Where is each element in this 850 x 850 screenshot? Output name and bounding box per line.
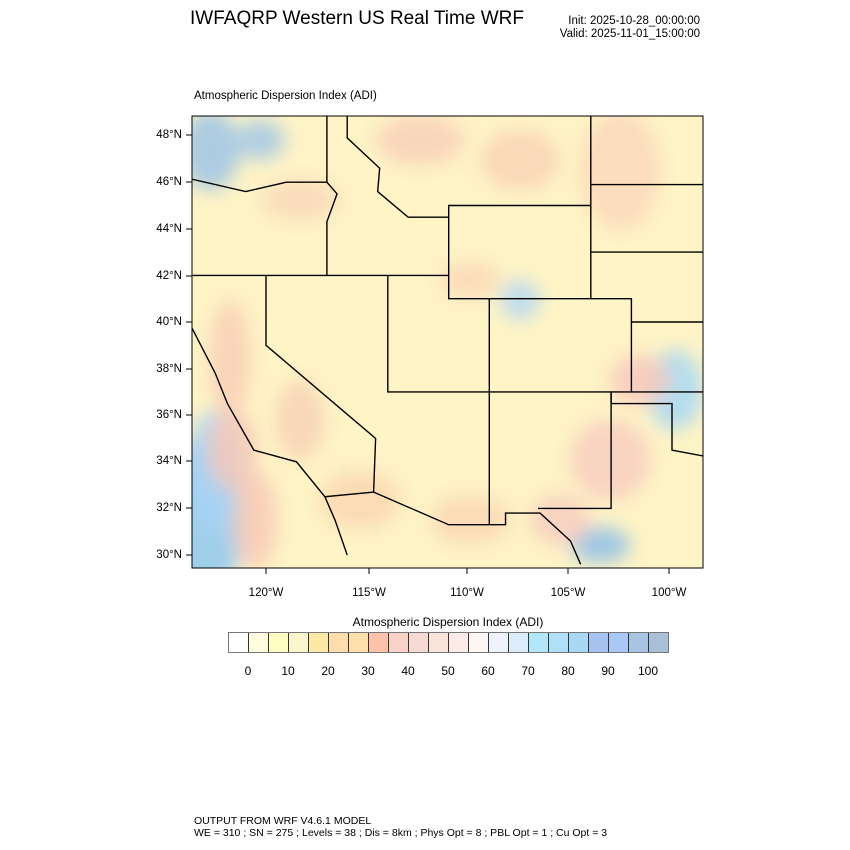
state-boundary [448,204,591,276]
adi-field-patch [260,180,340,220]
colorbar-box [369,633,389,652]
colorbar-box [529,633,549,652]
colorbar-box [249,633,269,652]
adi-field-patch [210,300,250,420]
colorbar-box [389,633,409,652]
adi-field-patch [530,495,590,545]
colorbar-box [629,633,649,652]
adi-field-patch [480,130,560,190]
lat-label: 48°N [156,129,182,141]
colorbar-box [289,633,309,652]
colorbar-label: 0 [244,664,252,678]
model-info: OUTPUT FROM WRF V4.6.1 MODEL [194,815,372,827]
colorbar-box [549,633,569,652]
colorbar-label: 40 [401,664,415,678]
lat-label: 32°N [156,502,182,514]
adi-field-patch [375,116,465,165]
colorbar-box [229,633,249,652]
lat-label: 40°N [156,316,182,328]
colorbar-box [329,633,349,652]
state-boundary [346,116,449,218]
state-boundary [611,402,703,457]
lon-label: 120°W [248,587,284,599]
lon-label: 105°W [550,587,586,599]
model-config: WE = 310 ; SN = 275 ; Levels = 38 ; Dis … [194,827,608,839]
state-boundary [192,178,327,193]
adi-field-patch [570,420,650,500]
colorbar-box [429,633,449,652]
colorbar-label: 50 [441,664,455,678]
colorbar-label: 30 [361,664,375,678]
colorbar-box [269,633,289,652]
lat-label: 46°N [156,176,182,188]
colorbar-box [609,633,629,652]
colorbar-box [409,633,429,652]
adi-field-patch [430,495,510,545]
adi-field-patch [275,380,325,460]
adi-field-patch [320,470,400,530]
lat-label: 36°N [156,409,182,421]
colorbar-label: 80 [561,664,575,678]
adi-field-patch [580,116,660,230]
lon-label: 110°W [450,587,484,599]
colorbar-title: Atmospheric Dispersion Index (ADI) [352,615,544,629]
adi-field-patch [610,355,670,405]
adi-field-patch [192,116,240,190]
colorbar-box [569,633,589,652]
lon-label: 115°W [352,587,386,599]
state-boundary [326,116,338,276]
colorbar-label: 100 [637,664,659,678]
colorbar-label: 20 [321,664,335,678]
adi-field-patch [570,527,630,563]
colorbar-box [589,633,609,652]
colorbar-label: 60 [481,664,495,678]
valid-time: Valid: 2025-11-01_15:00:00 [559,28,700,40]
state-boundary [192,274,703,323]
colorbar-label: 70 [521,664,535,678]
map-frame [191,115,704,569]
colorbar-label: 10 [281,664,295,678]
adi-field-patch [440,262,500,298]
colorbar-box [509,633,529,652]
plot-title: IWFAQRP Western US Real Time WRF [190,8,524,29]
adi-field-patch [500,280,540,320]
colorbar [228,632,669,653]
colorbar-box [449,633,469,652]
colorbar-box [649,633,668,652]
colorbar-box [489,633,509,652]
init-time: Init: 2025-10-28_00:00:00 [568,15,700,27]
adi-field-patch [233,470,277,568]
lat-label: 34°N [156,455,182,467]
lat-label: 30°N [156,549,182,561]
adi-field-patch [235,120,285,160]
lat-label: 38°N [156,363,182,375]
state-boundary [538,391,612,510]
lon-label: 100°W [651,587,687,599]
lat-label: 44°N [156,223,182,235]
lat-label: 42°N [156,270,182,282]
colorbar-box [309,633,329,652]
map-subtitle: Atmospheric Dispersion Index (ADI) [194,90,377,102]
colorbar-box [469,633,489,652]
adi-field-patch [207,410,257,490]
state-boundary [265,275,377,498]
colorbar-label: 90 [601,664,615,678]
state-boundary [373,491,582,565]
colorbar-box [349,633,369,652]
